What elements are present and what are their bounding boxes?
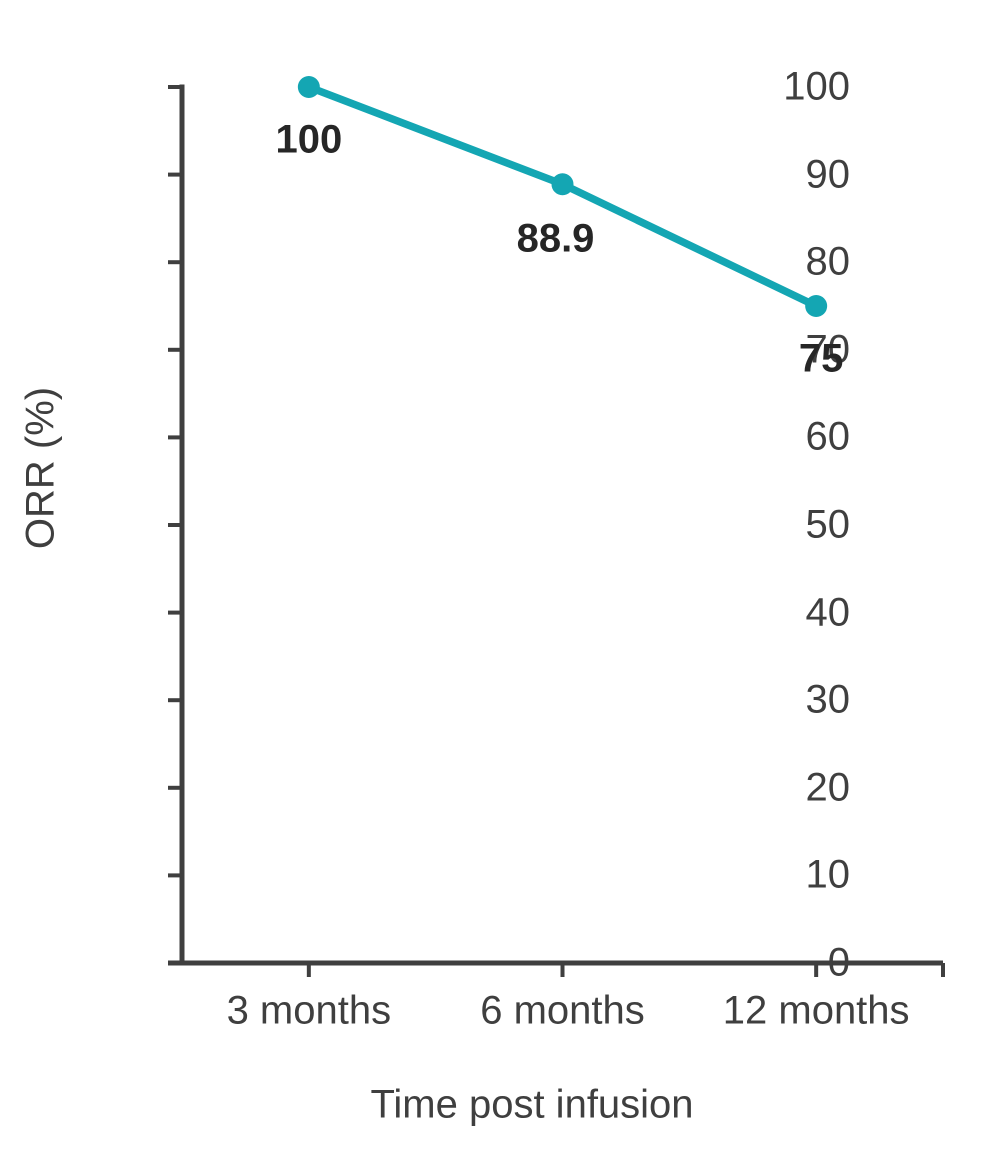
data-point-label: 88.9	[516, 216, 595, 261]
y-tick-label: 50	[805, 502, 851, 547]
y-axis-title: ORR (%)	[18, 386, 63, 550]
data-point-marker	[805, 295, 828, 317]
y-tick-label: 20	[805, 765, 851, 810]
x-tick-label: 12 months	[722, 988, 910, 1033]
x-tick-label: 6 months	[480, 988, 645, 1033]
y-tick-label: 30	[805, 677, 851, 722]
y-tick-label: 40	[805, 590, 851, 635]
y-tick-label: 80	[805, 239, 851, 284]
y-tick-label: 90	[805, 152, 851, 197]
series-line	[305, 83, 820, 310]
x-axis-title: Time post infusion	[370, 1082, 694, 1127]
y-tick-label: 60	[805, 414, 851, 459]
y-tick-label: 0	[827, 940, 850, 985]
x-tick-label: 3 months	[226, 988, 392, 1033]
data-point-marker	[297, 76, 320, 98]
data-point-marker	[551, 173, 574, 196]
y-tick-label: 10	[805, 852, 851, 897]
data-point-label: 100	[275, 117, 343, 162]
data-point-label: 75	[798, 336, 844, 381]
y-tick-label: 100	[783, 64, 850, 109]
y-tick-label: 70	[805, 327, 851, 372]
